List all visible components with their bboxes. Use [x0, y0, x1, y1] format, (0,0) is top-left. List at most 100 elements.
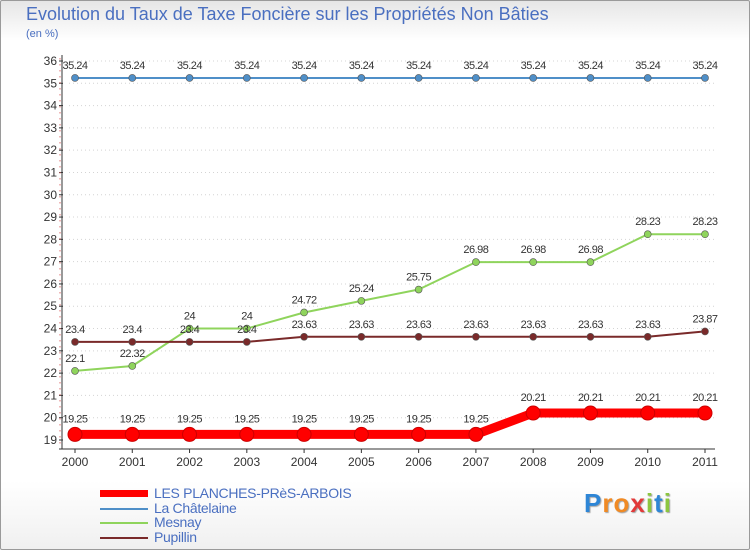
data-label: 20.21	[521, 392, 546, 404]
y-tick-label: 34	[44, 99, 58, 113]
line-chart: 19 20 21 22 23 24 25 26 27 28 29 30 31 32 33 34 35 36 2000…	[44, 54, 719, 469]
data-point	[472, 332, 480, 341]
data-point	[182, 426, 198, 442]
data-point	[643, 230, 652, 239]
data-label: 20.21	[578, 392, 603, 404]
logo-letter: t	[654, 488, 664, 518]
data-point	[124, 426, 140, 442]
y-tick-label: 21	[44, 388, 58, 402]
data-label: 23.4	[123, 324, 143, 336]
y-tick-label: 32	[44, 143, 58, 157]
data-label: 23.4	[65, 324, 85, 336]
data-point	[586, 74, 595, 82]
data-point	[243, 74, 251, 82]
data-point	[472, 74, 480, 82]
data-point	[67, 426, 83, 442]
chart-subtitle: (en %)	[26, 28, 59, 40]
data-label: 35.24	[578, 60, 603, 72]
x-tick-label: 2001	[119, 455, 146, 469]
data-label: 25.75	[406, 272, 431, 284]
data-point	[300, 308, 308, 317]
data-label: 24	[184, 311, 196, 323]
x-tick-label: 2007	[463, 455, 490, 469]
data-point	[586, 258, 595, 266]
data-point	[529, 258, 537, 266]
data-label: 26.98	[578, 244, 603, 256]
data-point	[701, 327, 709, 336]
chart-title: Evolution du Taux de Taxe Foncière sur l…	[26, 4, 549, 24]
data-point	[414, 332, 423, 341]
y-tick-label: 33	[44, 121, 58, 135]
data-point	[128, 338, 137, 346]
x-tick-label: 2000	[62, 455, 89, 469]
data-point	[357, 297, 366, 305]
data-point	[643, 332, 652, 341]
data-point	[300, 74, 308, 82]
data-label: 22.1	[65, 353, 85, 365]
data-point	[239, 426, 255, 442]
data-label: 23.63	[521, 319, 546, 331]
legend-swatch-mesnay	[100, 522, 148, 524]
y-tick-label: 31	[44, 165, 58, 179]
data-point	[71, 74, 79, 82]
series-line	[74, 330, 706, 343]
data-label: 26.98	[521, 244, 546, 256]
data-label: 19.25	[234, 413, 259, 425]
data-label: 35.24	[406, 60, 431, 72]
data-label: 35.24	[692, 60, 717, 72]
data-label: 23.4	[180, 324, 200, 336]
grid	[69, 60, 715, 419]
x-tick-label: 2008	[520, 455, 547, 469]
data-label: 25.24	[349, 283, 374, 295]
data-point	[701, 230, 709, 239]
data-label: 35.24	[292, 60, 317, 72]
data-label: 19.25	[62, 413, 87, 425]
data-label: 23.63	[292, 319, 317, 331]
data-point	[128, 362, 137, 370]
y-tick-label: 30	[44, 188, 58, 202]
data-point	[586, 332, 595, 341]
data-point	[357, 332, 366, 341]
series-line	[70, 408, 710, 439]
data-point	[472, 258, 480, 266]
proxiti-logo: Proxiti	[584, 488, 672, 519]
data-label: 23.63	[635, 319, 660, 331]
data-label: 22.32	[120, 348, 145, 360]
data-point	[525, 405, 541, 421]
data-label: 35.24	[635, 60, 660, 72]
data-label: 26.98	[463, 244, 488, 256]
data-label: 19.25	[177, 413, 202, 425]
y-tick-label: 25	[44, 299, 58, 313]
data-label: 28.23	[692, 216, 717, 228]
y-tick-label: 36	[44, 54, 58, 68]
data-label: 35.24	[234, 60, 259, 72]
x-tick-label: 2011	[692, 455, 718, 469]
data-point	[697, 405, 713, 421]
y-tick-label: 35	[44, 76, 58, 90]
data-point	[128, 74, 137, 82]
y-tick-label: 28	[44, 232, 58, 246]
data-point	[414, 74, 423, 82]
y-tick-label: 19	[44, 433, 58, 447]
data-point	[71, 338, 79, 346]
data-label: 19.25	[349, 413, 374, 425]
legend-swatch-pupillin	[100, 536, 148, 539]
data-label: 20.21	[692, 392, 717, 404]
data-point	[296, 426, 312, 442]
data-label: 35.24	[463, 60, 488, 72]
x-tick-label: 2002	[176, 455, 203, 469]
data-point	[529, 74, 537, 82]
data-label: 23.87	[692, 313, 717, 325]
x-tick-label: 2003	[233, 455, 260, 469]
data-label: 19.25	[120, 413, 145, 425]
logo-letter: i	[663, 488, 672, 518]
data-label: 23.63	[349, 319, 374, 331]
data-label: 23.4	[237, 324, 257, 336]
data-point	[71, 367, 79, 375]
data-point	[582, 405, 598, 421]
x-tick-label: 2010	[634, 455, 661, 469]
data-point	[640, 405, 656, 421]
data-label: 23.63	[578, 319, 603, 331]
series-line	[74, 233, 706, 372]
